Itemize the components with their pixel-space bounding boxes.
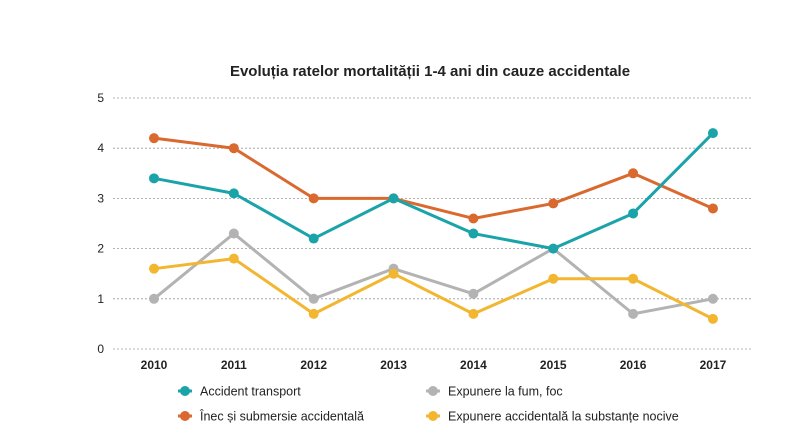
legend-marker-icon (428, 386, 438, 396)
data-point (707, 128, 718, 139)
legend-marker-icon (428, 411, 438, 421)
x-tick-label: 2015 (540, 358, 567, 372)
x-tick-label: 2017 (700, 358, 727, 372)
data-point (149, 263, 159, 274)
x-tick-label: 2013 (380, 358, 407, 372)
data-point (628, 168, 639, 179)
data-point (308, 233, 319, 244)
y-tick-label: 2 (97, 242, 104, 256)
data-point (707, 203, 718, 214)
data-point (548, 273, 559, 284)
legend-label: Expunere accidentală la substanțe nocive (448, 410, 679, 424)
y-tick-label: 1 (97, 292, 104, 306)
legend-label: Înec și submersie accidentală (199, 409, 364, 424)
data-point (548, 243, 559, 254)
series-line (153, 232, 714, 316)
data-point (468, 288, 479, 299)
series-line (153, 257, 714, 321)
legend-item: Expunere accidentală la substanțe nocive (426, 410, 679, 424)
data-point (468, 308, 479, 319)
y-tick-label: 4 (97, 141, 104, 155)
data-point (149, 293, 159, 304)
x-tick-label: 2010 (141, 358, 168, 372)
x-tick-label: 2011 (221, 358, 247, 372)
data-point (388, 268, 399, 279)
series-0 (149, 128, 718, 254)
data-point (628, 273, 639, 284)
data-point (468, 213, 479, 224)
data-point (707, 313, 718, 324)
data-point (308, 193, 319, 204)
data-point (468, 228, 479, 239)
y-tick-label: 5 (97, 91, 104, 105)
legend-item: Înec și submersie accidentală (178, 409, 364, 424)
legend-marker-icon (180, 411, 190, 421)
data-point (228, 228, 239, 239)
data-point (308, 308, 319, 319)
data-point (548, 198, 559, 209)
data-point (228, 253, 239, 264)
series-3 (149, 253, 718, 324)
series-line (153, 136, 714, 220)
x-tick-label: 2016 (620, 358, 647, 372)
legend-label: Expunere la fum, foc (448, 385, 563, 399)
y-tick-label: 3 (97, 191, 104, 205)
series-1 (149, 228, 718, 319)
legend-item: Accident transport (178, 385, 301, 399)
data-point (388, 193, 399, 204)
x-tick-label: 2012 (300, 358, 327, 372)
legend-marker-icon (180, 386, 190, 396)
legend-label: Accident transport (200, 385, 301, 399)
series-line (153, 132, 715, 251)
data-point (149, 173, 159, 184)
y-tick-label: 0 (97, 342, 104, 356)
data-point (149, 133, 159, 144)
x-tick-label: 2014 (460, 358, 487, 372)
data-point (228, 143, 239, 154)
data-point (308, 293, 319, 304)
data-point (628, 208, 639, 219)
data-point (628, 308, 639, 319)
chart-title: Evoluția ratelor mortalității 1-4 ani di… (230, 63, 630, 80)
data-point (228, 188, 239, 199)
legend-item: Expunere la fum, foc (426, 385, 563, 399)
data-point (707, 293, 718, 304)
